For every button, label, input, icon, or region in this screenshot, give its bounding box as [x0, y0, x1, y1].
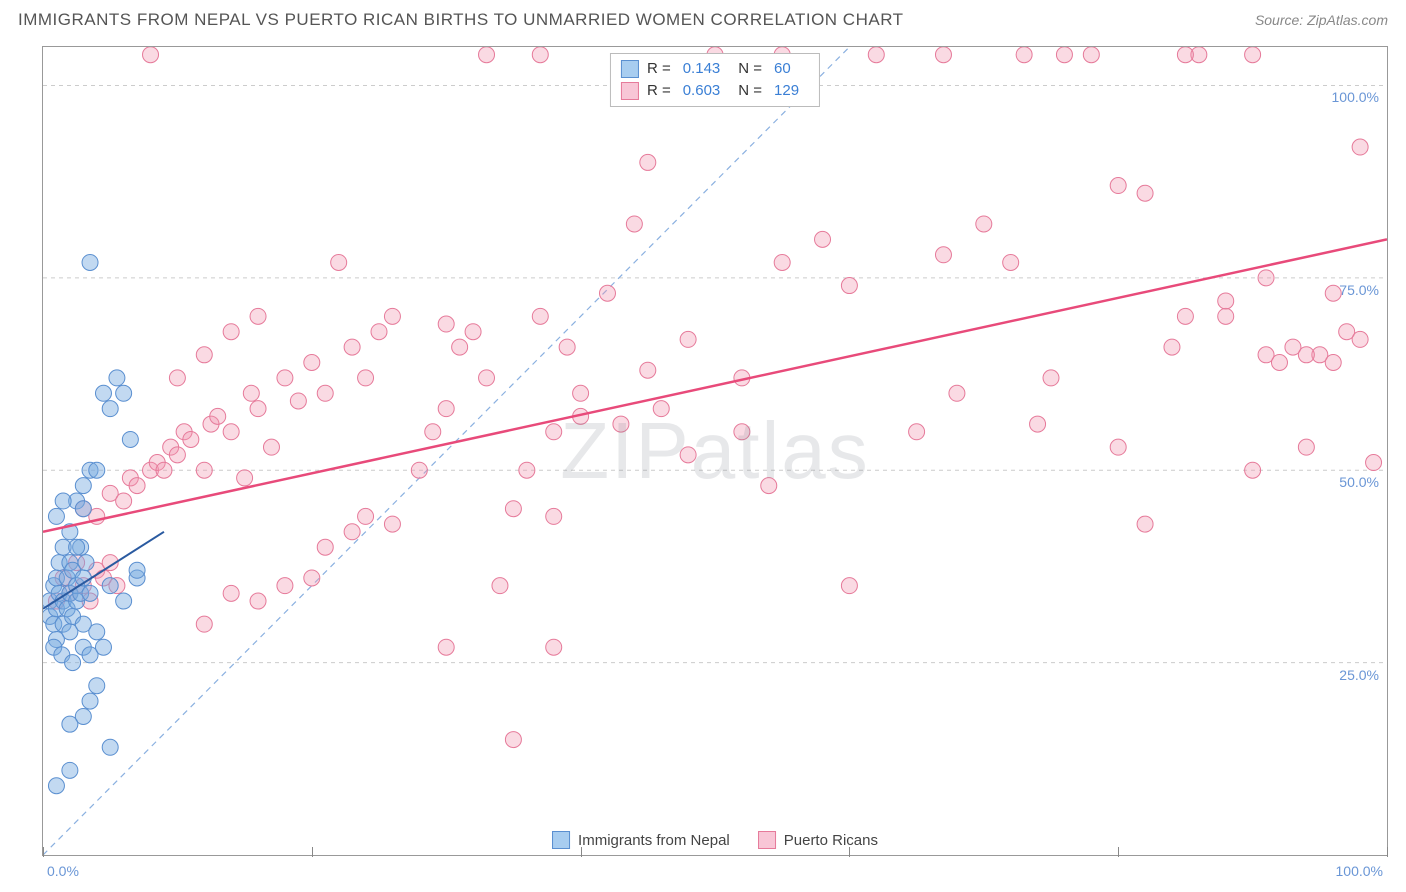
legend-item-puerto-rican: Puerto Ricans: [758, 831, 878, 849]
x-tick-mark: [312, 847, 313, 857]
x-tick-mark: [1118, 847, 1119, 857]
chart-area: ZIPatlas R =0.143 N =60 R =0.603 N =129 …: [42, 46, 1388, 856]
y-tick-label: 25.0%: [1339, 667, 1379, 683]
x-tick-mark: [43, 847, 44, 857]
swatch-puerto-rican: [621, 82, 639, 100]
x-tick-label-max: 100.0%: [1336, 863, 1383, 879]
source-attribution: Source: ZipAtlas.com: [1255, 12, 1388, 28]
y-tick-label: 100.0%: [1332, 89, 1379, 105]
y-tick-label: 50.0%: [1339, 474, 1379, 490]
legend-item-nepal: Immigrants from Nepal: [552, 831, 730, 849]
legend-row-nepal: R =0.143 N =60: [621, 58, 809, 80]
correlation-legend: R =0.143 N =60 R =0.603 N =129: [610, 53, 820, 107]
x-tick-label-min: 0.0%: [47, 863, 79, 879]
x-tick-mark: [1387, 847, 1388, 857]
swatch-puerto-rican-icon: [758, 831, 776, 849]
swatch-nepal: [621, 60, 639, 78]
chart-title: IMMIGRANTS FROM NEPAL VS PUERTO RICAN BI…: [18, 10, 904, 30]
y-tick-label: 75.0%: [1339, 282, 1379, 298]
legend-row-puerto-rican: R =0.603 N =129: [621, 80, 809, 102]
series-legend: Immigrants from Nepal Puerto Ricans: [552, 831, 878, 849]
scatter-plot-svg: [43, 47, 1387, 855]
swatch-nepal-icon: [552, 831, 570, 849]
